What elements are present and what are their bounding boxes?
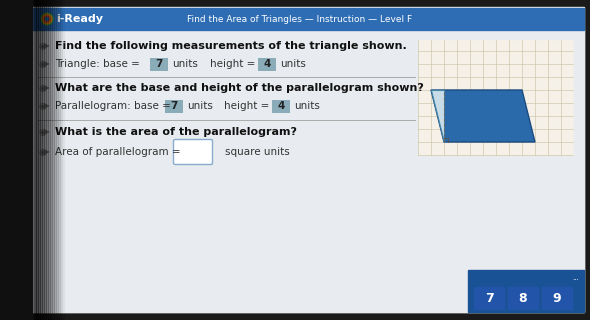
- Bar: [38, 0, 42, 320]
- Text: ▶: ▶: [44, 42, 50, 51]
- Text: Find the following measurements of the triangle shown.: Find the following measurements of the t…: [55, 41, 407, 51]
- Circle shape: [45, 18, 48, 20]
- Bar: [56, 0, 60, 320]
- Polygon shape: [431, 90, 535, 142]
- Text: units: units: [187, 101, 213, 111]
- Text: ▶: ▶: [44, 101, 50, 110]
- Text: 7: 7: [484, 292, 493, 305]
- Bar: [60, 0, 64, 320]
- Bar: [52, 0, 56, 320]
- Text: square units: square units: [225, 147, 290, 157]
- Text: ◉: ◉: [38, 101, 46, 110]
- FancyBboxPatch shape: [173, 140, 212, 164]
- Text: 8: 8: [519, 292, 527, 305]
- Bar: [474, 287, 504, 309]
- Bar: [150, 58, 168, 70]
- Text: What is the area of the parallelogram?: What is the area of the parallelogram?: [55, 127, 297, 137]
- Bar: [54, 0, 58, 320]
- Polygon shape: [431, 90, 444, 142]
- Text: ◉: ◉: [38, 148, 46, 156]
- Text: Area of parallelogram =: Area of parallelogram =: [55, 147, 181, 157]
- Bar: [165, 100, 183, 113]
- Text: i-Ready: i-Ready: [56, 14, 103, 24]
- Bar: [36, 0, 40, 320]
- Text: Find the Area of Triangles — Instruction — Level F: Find the Area of Triangles — Instruction…: [188, 14, 412, 23]
- Text: Triangle: base =: Triangle: base =: [55, 59, 140, 69]
- Text: ▶: ▶: [44, 148, 50, 156]
- Text: units: units: [294, 101, 320, 111]
- Text: ...: ...: [573, 275, 579, 281]
- Bar: [542, 287, 572, 309]
- Bar: [50, 0, 54, 320]
- Text: ▶: ▶: [44, 127, 50, 137]
- Text: ▶: ▶: [44, 84, 50, 92]
- Text: ◉: ◉: [38, 42, 46, 51]
- Circle shape: [41, 13, 53, 25]
- Text: ◉: ◉: [38, 84, 46, 92]
- Bar: [468, 270, 584, 312]
- Bar: [258, 58, 276, 70]
- Text: height =: height =: [224, 101, 270, 111]
- Text: 9: 9: [553, 292, 561, 305]
- Bar: [418, 40, 573, 155]
- Text: 7: 7: [155, 59, 163, 69]
- Bar: [32, 30, 584, 312]
- Bar: [40, 0, 44, 320]
- Text: ◉: ◉: [38, 127, 46, 137]
- Text: 4: 4: [277, 101, 285, 111]
- Text: Parallelogram: base =: Parallelogram: base =: [55, 101, 171, 111]
- Text: ◉: ◉: [38, 60, 46, 68]
- Bar: [34, 0, 38, 320]
- Bar: [46, 0, 50, 320]
- Circle shape: [42, 14, 52, 24]
- Bar: [44, 0, 48, 320]
- Text: units: units: [172, 59, 198, 69]
- Bar: [58, 0, 62, 320]
- Circle shape: [44, 16, 50, 22]
- Bar: [48, 0, 52, 320]
- Text: height =: height =: [210, 59, 255, 69]
- Bar: [32, 8, 584, 30]
- Bar: [508, 287, 538, 309]
- Bar: [32, 0, 36, 320]
- Bar: [0, 0, 32, 320]
- Text: 7: 7: [171, 101, 178, 111]
- Bar: [272, 100, 290, 113]
- Text: ▶: ▶: [44, 60, 50, 68]
- Bar: [42, 0, 46, 320]
- Text: units: units: [280, 59, 306, 69]
- Text: What are the base and height of the parallelogram shown?: What are the base and height of the para…: [55, 83, 424, 93]
- Text: 4: 4: [263, 59, 271, 69]
